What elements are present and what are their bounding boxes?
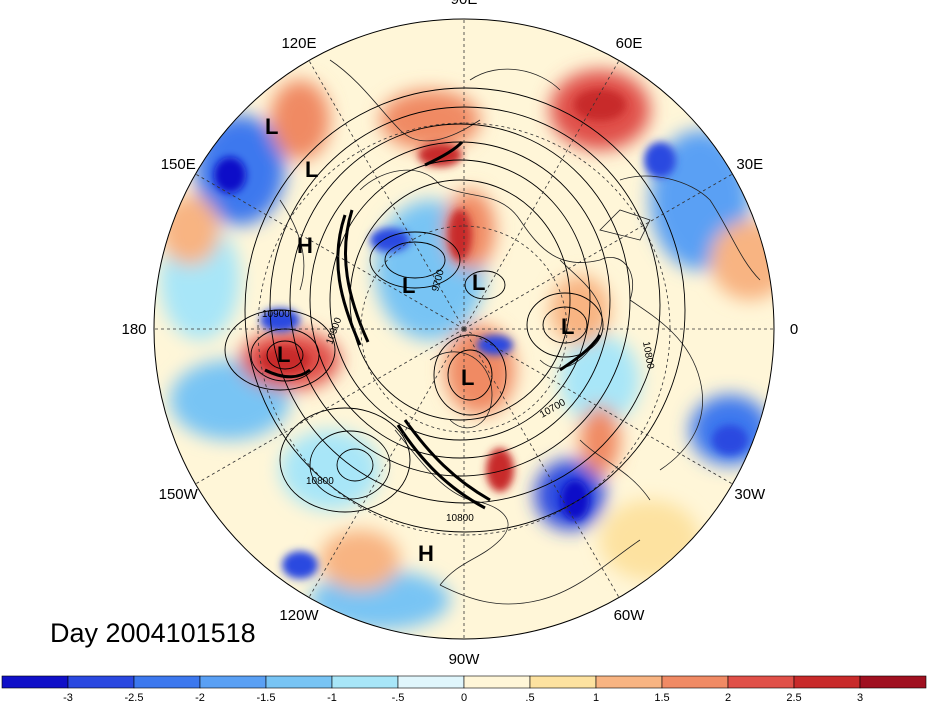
colorbar-tick-label: .5 — [525, 692, 534, 702]
colorbar-tick-label: 1 — [593, 692, 599, 702]
meridian-line — [195, 173, 465, 330]
colorbar-swatch — [727, 675, 795, 689]
contour-label: 10800 — [306, 476, 334, 487]
colorbar-swatch — [463, 675, 531, 689]
colorbar-tick-label: -2.5 — [125, 692, 144, 702]
colorbar-swatch — [199, 675, 267, 689]
meridian-line — [463, 328, 733, 485]
low-pressure-label: L — [305, 157, 318, 182]
colorbar-tick-label: 3 — [857, 692, 863, 702]
longitude-label: 60W — [614, 607, 646, 624]
colorbar-tick-label: -.5 — [392, 692, 405, 702]
longitude-label: 120E — [281, 35, 316, 52]
longitude-label: 180 — [121, 321, 146, 338]
colorbar-tick-label: 2.5 — [786, 692, 801, 702]
colorbar-tick-label: 2 — [725, 692, 731, 702]
colorbar-swatch — [793, 675, 861, 689]
longitude-label: 30W — [734, 486, 766, 503]
coastlines — [279, 59, 761, 605]
colorbar-tick-label: -2 — [195, 692, 205, 702]
colorbar: -3 -2.5 -2 -1.5 -1 -.5 0 .5 1 1.5 2 2.5 3 — [1, 675, 927, 702]
meridian-line — [463, 173, 733, 330]
colorbar-swatch — [67, 675, 135, 689]
colorbar-tick-label: 0 — [461, 692, 467, 702]
colorbar-swatch — [661, 675, 729, 689]
longitude-labels: 90E 60E 30E 0 30W 60W 90W 120W 150W 180 150E 120E — [121, 0, 798, 668]
longitude-label: 150W — [159, 486, 199, 503]
meridian-line — [463, 60, 620, 330]
longitude-label: 30E — [736, 156, 763, 173]
height-contours — [224, 87, 686, 533]
meridian-line — [308, 60, 465, 330]
low-pressure-label: L — [561, 314, 574, 339]
colorbar-swatch — [595, 675, 663, 689]
low-pressure-label: L — [472, 270, 485, 295]
colorbar-tick-label: -3 — [63, 692, 73, 702]
colorbar-swatch — [133, 675, 201, 689]
low-pressure-label: L — [461, 365, 474, 390]
meridian-line — [463, 328, 620, 598]
longitude-label: 0 — [790, 321, 798, 338]
longitude-label: 150E — [161, 156, 196, 173]
date-label: Day 2004101518 — [50, 618, 256, 648]
colorbar-tick-label: 1.5 — [654, 692, 669, 702]
colorbar-swatch — [397, 675, 465, 689]
high-pressure-label: H — [297, 233, 313, 258]
colorbar-swatch — [1, 675, 69, 689]
map-boundary — [153, 18, 775, 640]
meridian-line — [308, 328, 465, 598]
low-pressure-label: L — [265, 114, 278, 139]
colorbar-tick-label: -1.5 — [257, 692, 276, 702]
low-pressure-label: L — [402, 273, 415, 298]
longitude-label: 60E — [616, 35, 643, 52]
colorbar-swatch — [529, 675, 597, 689]
high-pressure-label: H — [418, 541, 434, 566]
longitude-label: 90E — [451, 0, 478, 8]
meridian-line — [195, 328, 465, 485]
longitude-label: 120W — [279, 607, 319, 624]
colorbar-swatch — [265, 675, 333, 689]
contour-label: 10900 — [262, 309, 290, 320]
colorbar-swatch — [331, 675, 399, 689]
pressure-centers: L L H L L L L L H — [265, 114, 574, 566]
contour-label: 10800 — [640, 341, 656, 371]
graticule — [154, 19, 774, 639]
colorbar-swatch — [859, 675, 927, 689]
low-pressure-label: L — [277, 342, 290, 367]
contour-label: 10800 — [446, 513, 474, 524]
longitude-label: 90W — [449, 651, 481, 668]
colorbar-tick-label: -1 — [327, 692, 337, 702]
